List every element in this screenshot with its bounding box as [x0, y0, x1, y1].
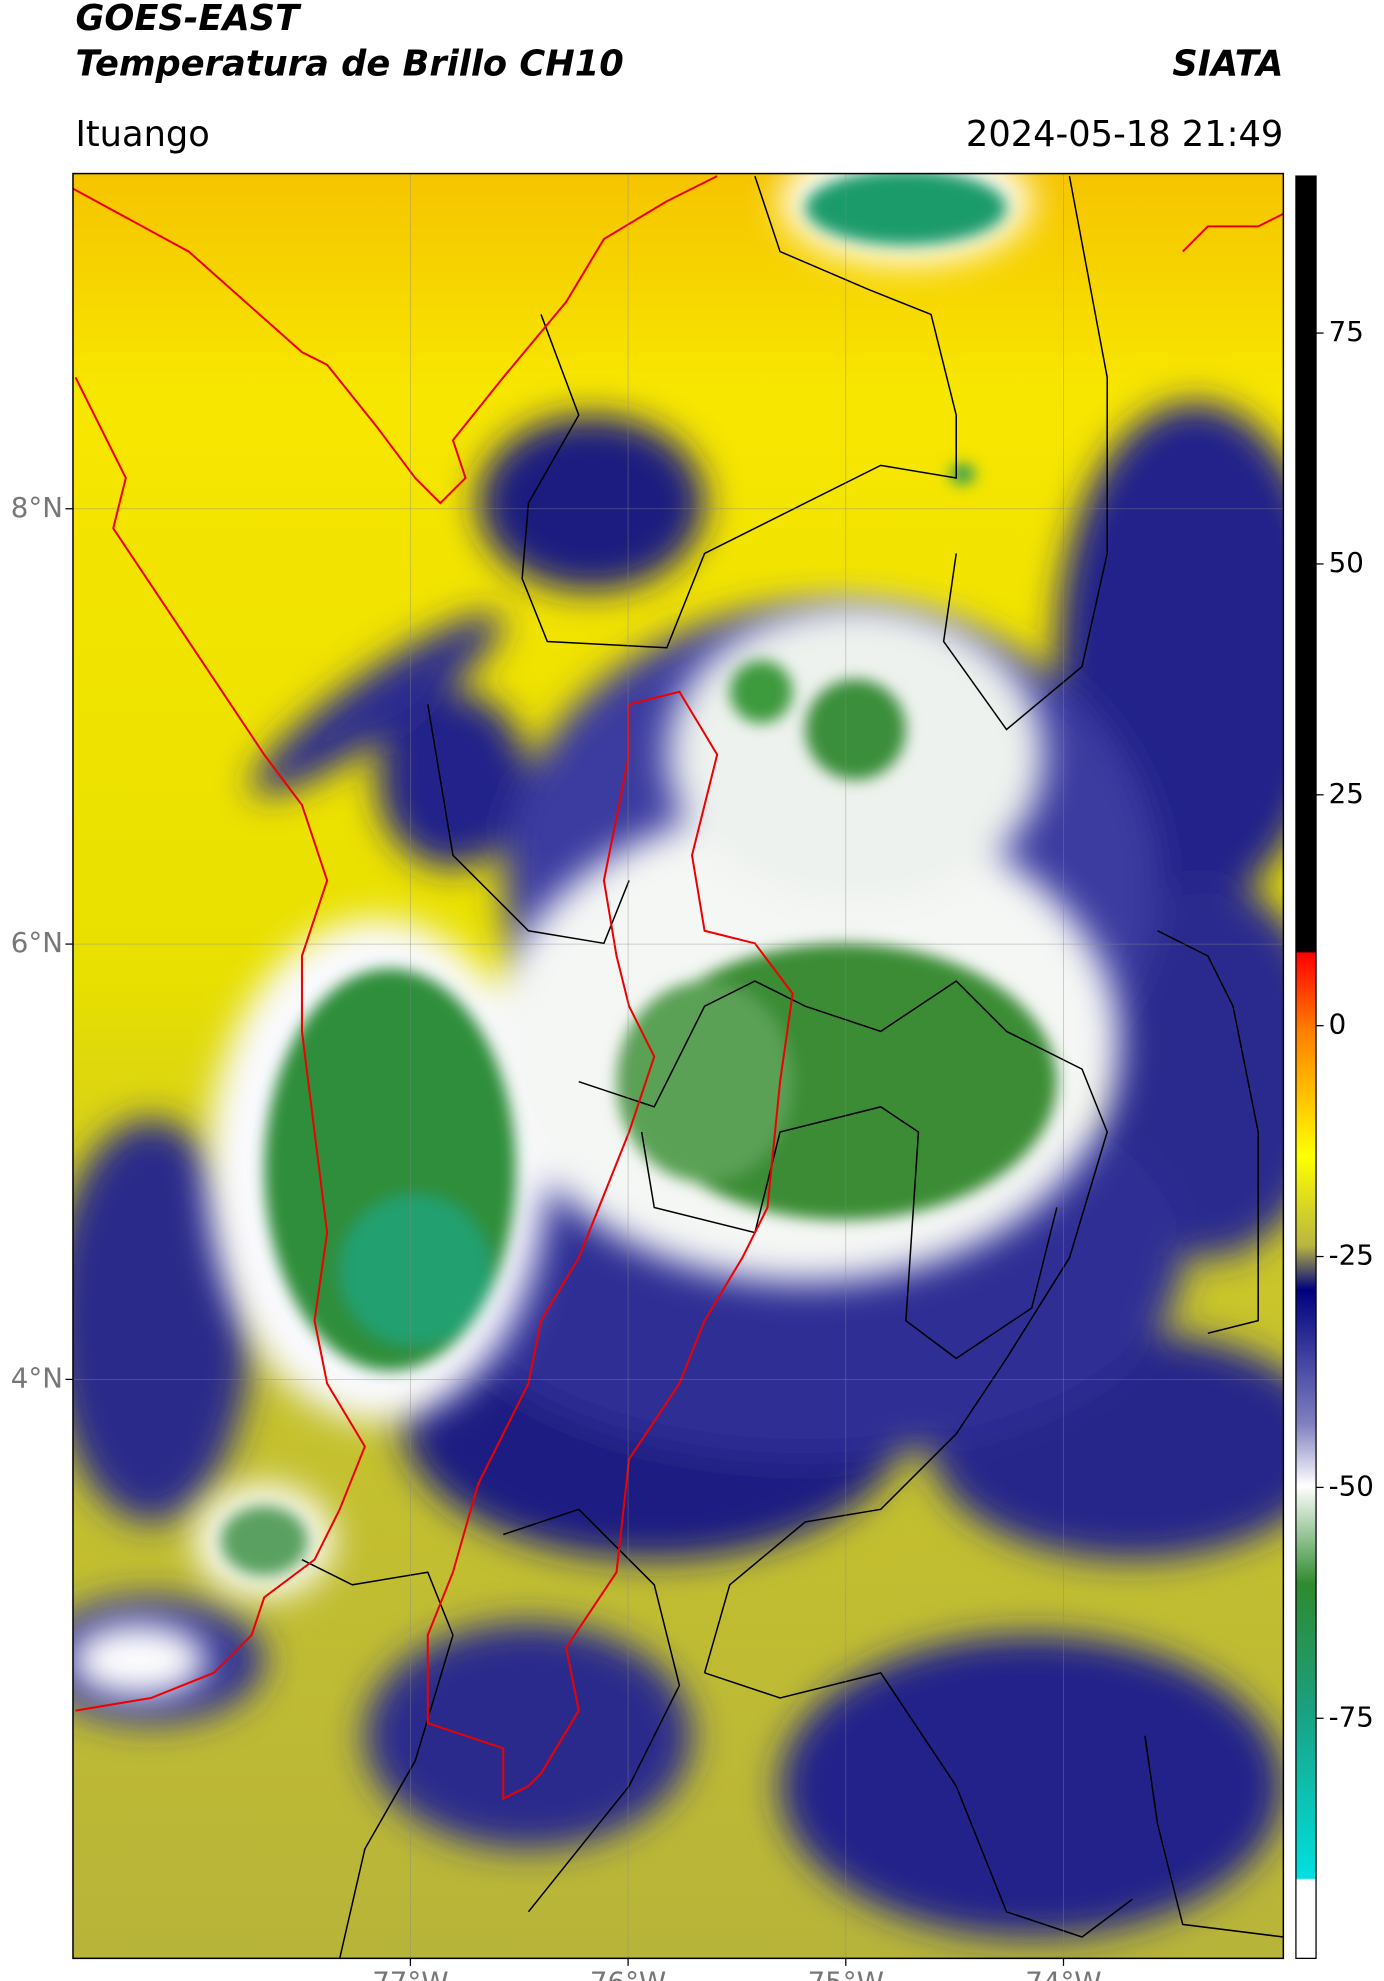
colorbar-tick-label: 25 [1329, 777, 1364, 810]
datetime: 2024-05-18 21:49 [966, 114, 1283, 155]
colorbar-tick-label: 0 [1329, 1008, 1347, 1041]
colorbar-tick-label: -50 [1329, 1469, 1374, 1502]
colorbar-tick-label: -75 [1329, 1700, 1374, 1733]
map-frame [72, 172, 1285, 1960]
grid [72, 173, 1284, 1959]
colorbar-tick-label: -25 [1329, 1239, 1374, 1272]
colorbar [1295, 175, 1317, 1959]
subtitle: Temperatura de Brillo CH10 [75, 43, 623, 84]
x-tick-label: 77°W [372, 1966, 448, 1981]
location: Ituango [75, 114, 209, 155]
y-tick-label: 4°N [11, 1361, 63, 1394]
x-tick-label: 76°W [590, 1966, 666, 1981]
y-tick-label: 6°N [11, 926, 63, 959]
satellite-image [72, 173, 1284, 1959]
colorbar-tick-label: 75 [1329, 315, 1364, 348]
title: GOES-EAST [75, 0, 302, 39]
agency: SIATA [1172, 43, 1283, 84]
colorbar-tick-label: 50 [1329, 546, 1364, 579]
y-tick-label: 8°N [11, 491, 63, 524]
x-tick-label: 74°W [1025, 1966, 1101, 1981]
x-tick-label: 75°W [808, 1966, 884, 1981]
